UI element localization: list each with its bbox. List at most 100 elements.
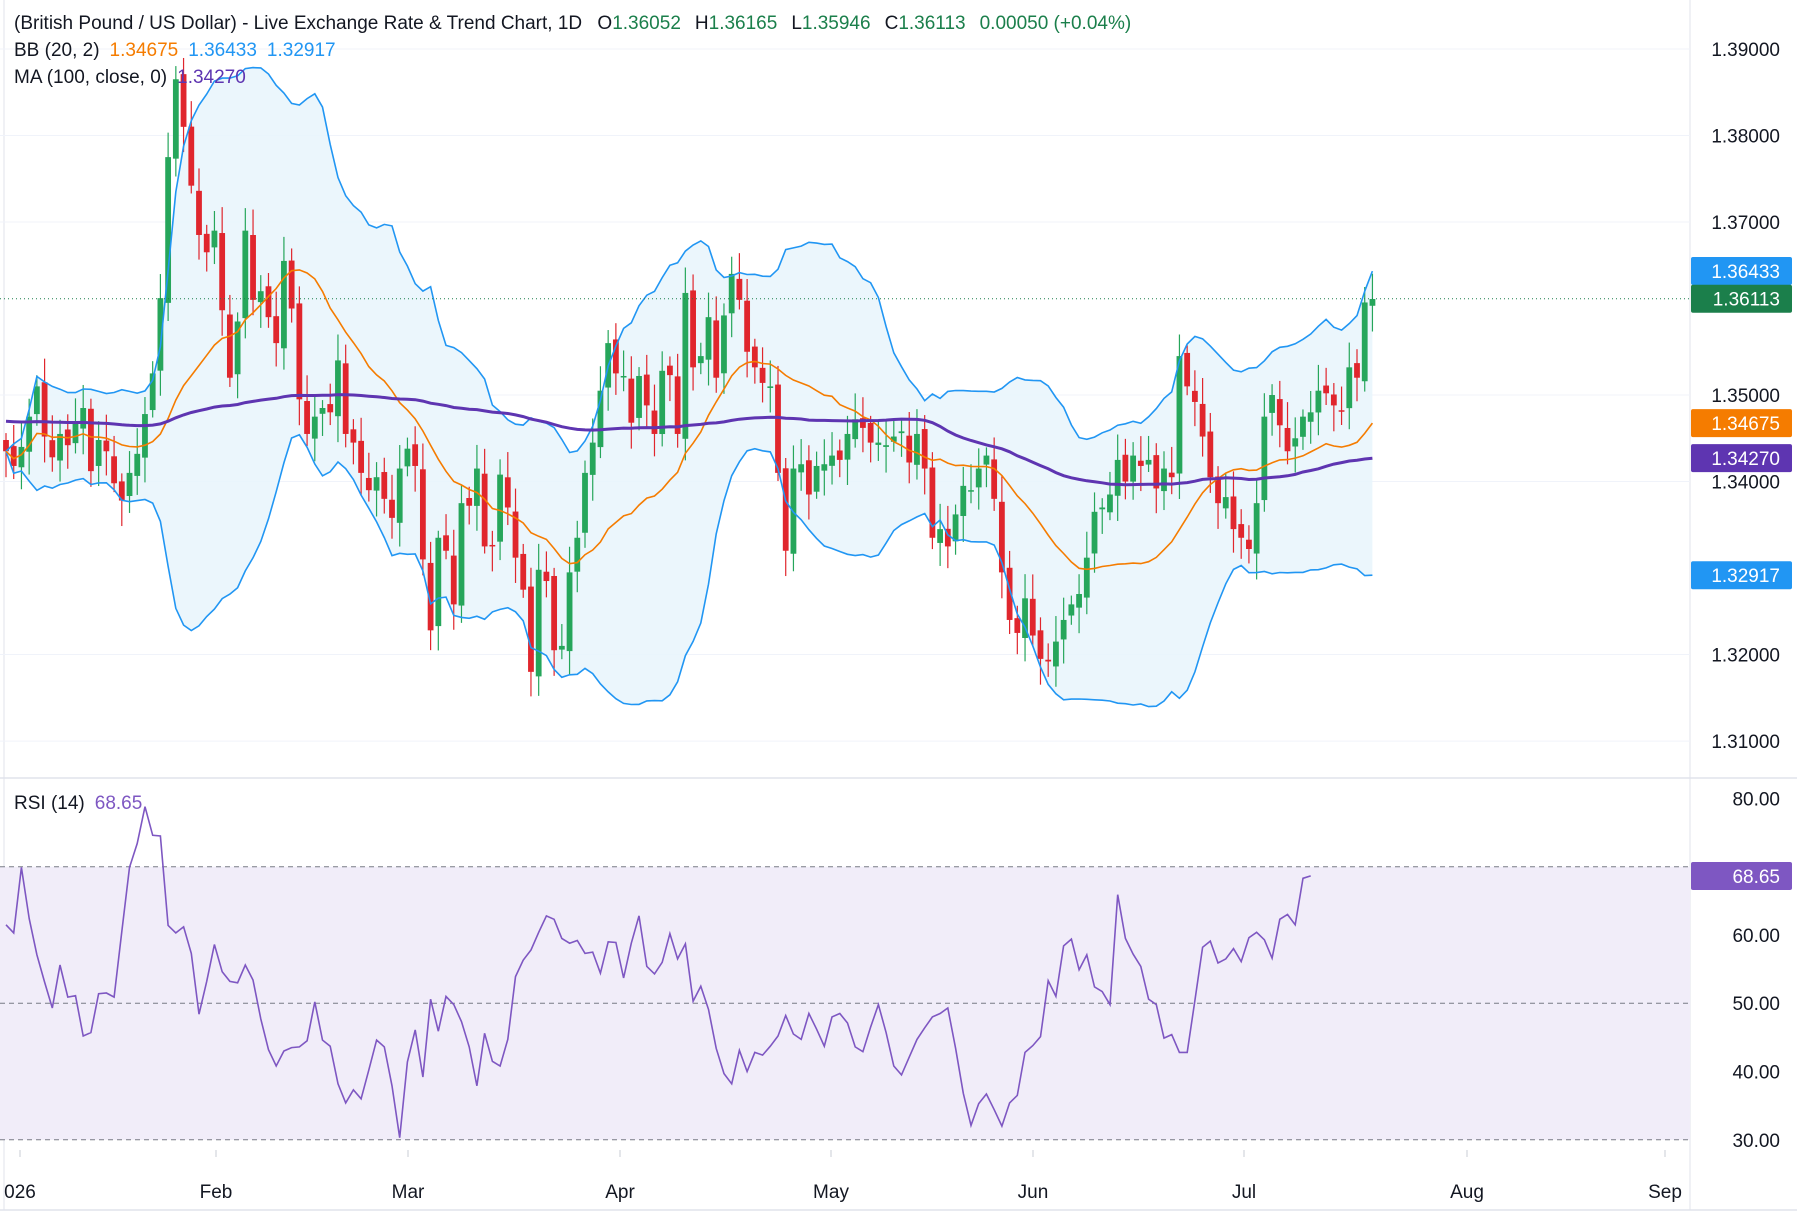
candle-body [1284,427,1291,452]
candle-body [412,444,419,466]
candle-body [921,429,928,469]
candle-body [33,386,40,415]
candle-body [805,460,812,495]
candle-body [952,514,959,542]
time-axis-label: Aug [1450,1182,1484,1203]
candle-body [1107,494,1113,513]
candle-body [1091,511,1098,554]
candle-body [188,126,195,186]
bb-lower-value: 1.32917 [266,40,336,61]
price-tick-label: 1.35000 [1711,386,1780,407]
candle-body [396,468,403,523]
bollinger-lower-line [5,433,1373,708]
candle-body [1315,390,1322,413]
candle-body [196,190,202,235]
candle-body [535,569,542,677]
price-tick-label: 1.34000 [1711,473,1780,494]
candle-body [350,429,357,443]
candle-body [1199,403,1206,437]
price-tag-bg [1691,561,1792,590]
price-tag-label: 1.34675 [1711,414,1780,435]
ma-value: 1.34270 [177,67,246,88]
candle-body [26,416,33,452]
candle-body [427,562,434,631]
candle-body [288,260,295,309]
chart-header-line: (British Pound / US Dollar) - Live Excha… [14,13,1151,35]
candle-body [358,440,365,473]
candle-body [998,501,1005,573]
candle-body [1053,641,1059,667]
candle-body [883,445,889,447]
candle-body [1168,472,1175,478]
candle-body [520,553,527,590]
ma100-line [5,393,1373,487]
candle-body [458,503,465,606]
candle-body [342,363,349,434]
high-value: 1.36165 [708,13,778,34]
candle-body [721,315,727,374]
candle-body [1083,557,1090,598]
price-tick-label: 1.38000 [1711,126,1780,147]
candle-body [728,273,735,314]
candle-body [88,408,94,472]
rsi-tick-label: 60.00 [1732,926,1780,947]
candle-body [1207,431,1214,478]
candle-body [875,442,882,445]
candle-body [335,360,341,417]
candle-body [1338,410,1345,412]
candle-body [566,572,573,652]
candle-body [273,316,280,344]
rsi-tick-label: 50.00 [1732,994,1780,1015]
rsi-label: RSI (14) [14,793,85,814]
candle-body [1191,390,1198,402]
candle-body [443,535,449,551]
candle-body [1130,455,1137,482]
candle-body [836,450,843,460]
candle-body [265,286,272,318]
candle-body [1068,604,1075,616]
candle-body [389,499,395,518]
candle-body [736,278,743,300]
price-tag-label: 1.36113 [1713,290,1780,311]
candle-body [41,382,48,437]
candle-body [504,477,511,508]
rsi-legend: RSI (14) 68.65 [14,793,152,815]
candle-body [1307,412,1314,422]
candle-body [311,416,318,439]
candle-body [898,431,905,434]
candle-body [782,468,789,551]
candle-body [852,419,859,440]
price-tag-bg [1691,257,1792,286]
candle-body [466,497,473,506]
candle-body [1261,416,1268,501]
candle-body [612,339,619,374]
candle-body [149,373,156,411]
candle-body [1300,416,1306,437]
bollinger-legend: BB (20, 2) 1.34675 1.36433 1.32917 [14,40,346,62]
candle-body [798,464,805,473]
axes: 1.39000 1.38000 1.37000 1.35000 1.34000 1.320… [4,40,1780,1203]
rsi-value: 68.65 [94,793,143,814]
price-tick-label: 1.32000 [1711,646,1780,667]
candle-body [1184,352,1191,387]
ma-legend: MA (100, close, 0) 1.34270 [14,67,256,89]
price-tag-bg [1691,284,1792,313]
rsi-tick-label: 30.00 [1732,1131,1780,1152]
candle-body [944,528,951,547]
candle-body [968,490,974,492]
candle-body [975,468,982,488]
candle-body [281,260,287,349]
candle-body [304,401,310,434]
candle-body [1137,460,1144,466]
candle-body [165,157,172,303]
candle-body [744,300,751,352]
candle-body [234,321,241,375]
candle-body [142,414,148,458]
candle-body [242,230,249,319]
candle-body [1161,468,1167,492]
time-axis-label: Feb [200,1182,233,1203]
candle-body [620,375,627,378]
candle-body [1369,298,1376,306]
candle-body [474,468,480,506]
